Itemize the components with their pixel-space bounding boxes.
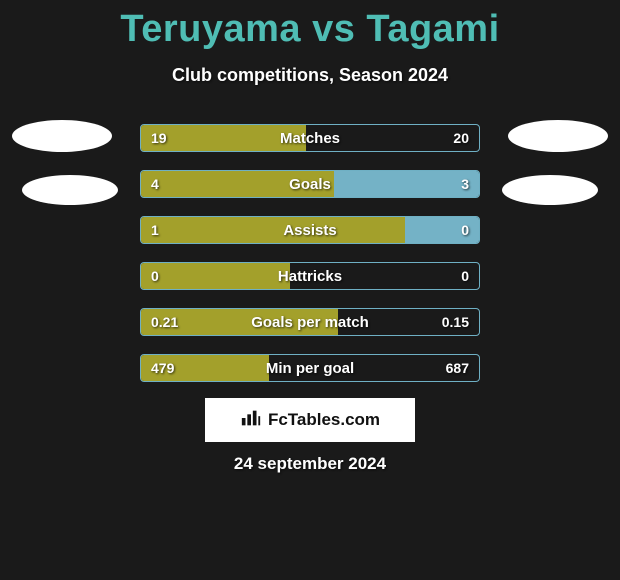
bar-left-fill (141, 171, 334, 197)
bar-right-fill (334, 171, 479, 197)
page-subtitle: Club competitions, Season 2024 (0, 65, 620, 86)
bar-right-value: 687 (436, 355, 479, 381)
chart-icon (240, 407, 262, 434)
player-right-portrait-2 (502, 175, 598, 205)
bar-left-fill (141, 355, 269, 381)
bar-right-value: 0 (451, 263, 479, 289)
page-title: Teruyama vs Tagami (0, 0, 620, 51)
player-left-portrait-1 (12, 120, 112, 152)
bar-row-assists: 1 0 Assists (140, 216, 480, 244)
bar-left-fill (141, 309, 338, 335)
source-badge-text: FcTables.com (268, 410, 380, 430)
bar-right-fill (405, 217, 479, 243)
comparison-bars: 19 20 Matches 4 3 Goals 1 0 Assists 0 0 … (140, 124, 480, 400)
bar-left-fill (141, 263, 290, 289)
bar-row-goals-per-match: 0.21 0.15 Goals per match (140, 308, 480, 336)
bar-row-goals: 4 3 Goals (140, 170, 480, 198)
footer-date: 24 september 2024 (0, 454, 620, 474)
bar-right-value: 0.15 (432, 309, 479, 335)
bar-row-matches: 19 20 Matches (140, 124, 480, 152)
bar-right-value: 20 (443, 125, 479, 151)
bar-row-min-per-goal: 479 687 Min per goal (140, 354, 480, 382)
bar-left-fill (141, 217, 405, 243)
source-badge: FcTables.com (205, 398, 415, 442)
bar-row-hattricks: 0 0 Hattricks (140, 262, 480, 290)
player-right-portrait-1 (508, 120, 608, 152)
player-left-portrait-2 (22, 175, 118, 205)
bar-left-fill (141, 125, 306, 151)
